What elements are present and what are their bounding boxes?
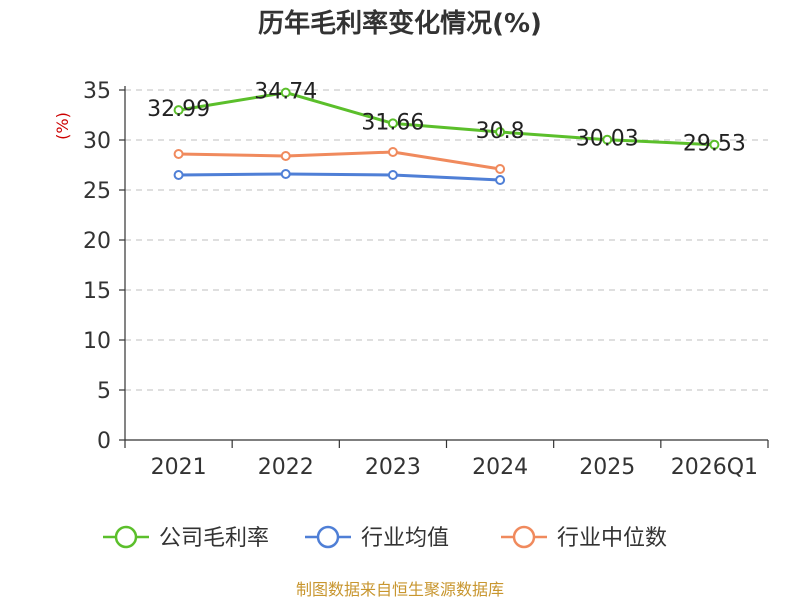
x-tick-label: 2026Q1 xyxy=(671,455,758,480)
x-tick-label: 2021 xyxy=(151,455,207,480)
data-label: 34.74 xyxy=(254,80,317,105)
y-tick-label: 10 xyxy=(83,329,111,354)
data-point[interactable] xyxy=(280,151,291,161)
y-tick-label: 30 xyxy=(83,129,111,154)
grid xyxy=(125,89,768,391)
legend-item-3[interactable]: 行业中位数 xyxy=(501,525,667,551)
x-tick-label: 2024 xyxy=(472,455,528,480)
data-label: 30.8 xyxy=(476,119,525,144)
legend-marker-icon xyxy=(316,525,340,549)
data-point[interactable] xyxy=(495,164,506,174)
y-tick-label: 25 xyxy=(83,179,111,204)
data-point[interactable] xyxy=(280,87,291,98)
data-point[interactable] xyxy=(280,169,291,179)
legend-label: 行业均值 xyxy=(361,526,449,551)
data-point[interactable] xyxy=(495,127,506,137)
x-tick-label: 2023 xyxy=(365,455,421,480)
chart-title: 历年毛利率变化情况(%) xyxy=(258,8,542,39)
data-point[interactable] xyxy=(495,175,506,185)
series-layer xyxy=(173,87,720,185)
data-point[interactable] xyxy=(173,170,184,180)
series-line-2 xyxy=(178,172,501,182)
x-tick-label: 2022 xyxy=(258,455,314,480)
series-line-1 xyxy=(178,91,715,147)
y-tick-label: 5 xyxy=(97,379,111,404)
y-tick-label: 20 xyxy=(83,229,111,254)
legend-item-1[interactable]: 公司毛利率 xyxy=(103,525,269,551)
data-point[interactable] xyxy=(709,139,720,150)
y-tick-label: 15 xyxy=(83,279,111,304)
y-tick-label: 0 xyxy=(97,429,111,454)
y-axis-label: (%) xyxy=(53,112,72,140)
y-tick-label: 35 xyxy=(83,79,111,104)
data-label: 30.03 xyxy=(576,127,639,152)
legend: 公司毛利率 行业均值 行业中位数 xyxy=(103,525,667,551)
legend-item-2[interactable]: 行业均值 xyxy=(305,525,449,551)
data-label: 32.99 xyxy=(147,97,210,122)
legend-label: 行业中位数 xyxy=(557,526,667,551)
legend-marker-icon xyxy=(114,525,138,549)
data-point[interactable] xyxy=(387,170,398,180)
legend-label: 公司毛利率 xyxy=(159,526,269,551)
series-line-3 xyxy=(178,150,501,171)
data-point[interactable] xyxy=(173,149,184,159)
data-point[interactable] xyxy=(387,147,398,157)
source-note: 制图数据来自恒生聚源数据库 xyxy=(296,580,504,599)
data-point[interactable] xyxy=(602,134,613,145)
data-labels: 32.99 34.74 31.66 30.8 30.03 29.53 xyxy=(147,80,746,157)
data-label: 29.53 xyxy=(683,132,746,157)
legend-marker-icon xyxy=(512,525,536,549)
data-point[interactable] xyxy=(173,105,184,116)
x-tick-label: 2025 xyxy=(579,455,635,480)
data-point[interactable] xyxy=(387,118,398,129)
data-label: 31.66 xyxy=(361,110,424,135)
